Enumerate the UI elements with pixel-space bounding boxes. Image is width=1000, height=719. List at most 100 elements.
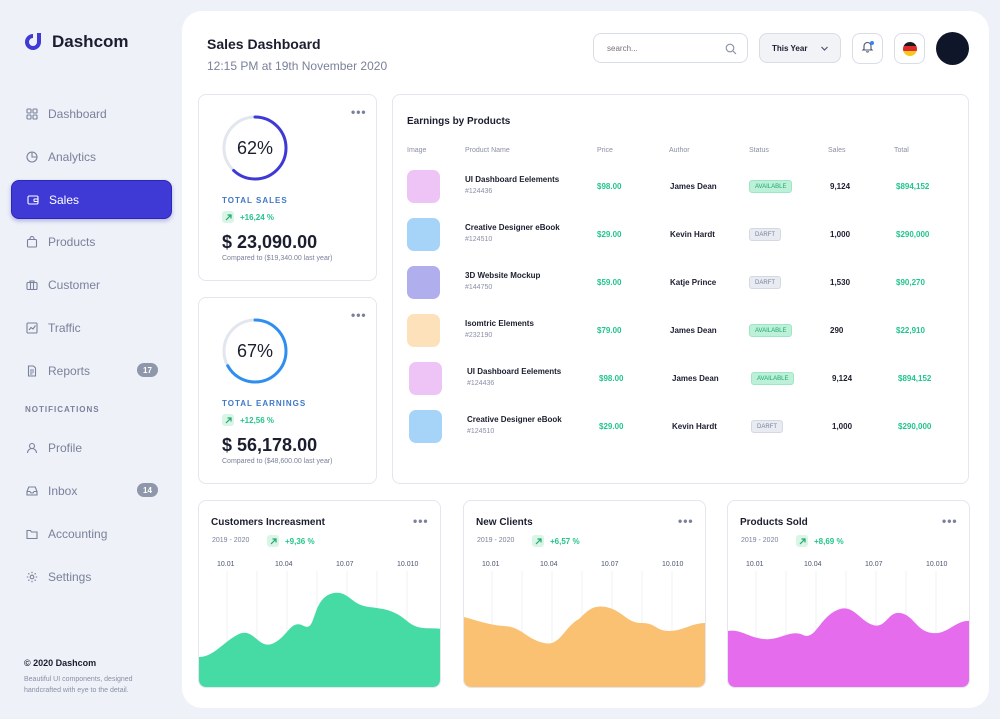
table-row[interactable]: Creative Designer eBook #124510 $29.00 Kevi… xyxy=(393,408,968,448)
table-row[interactable]: Isomtric Elements #232190 $79.00 James Dean… xyxy=(393,312,968,352)
sidebar-item-profile[interactable]: Profile xyxy=(11,428,172,467)
product-thumbnail xyxy=(407,218,440,251)
total-earnings-change: +12,56 % xyxy=(222,414,274,426)
sidebar-item-label: Sales xyxy=(49,192,80,207)
product-thumbnail xyxy=(409,362,442,395)
table-row[interactable]: UI Dashboard Eelements #124436 $98.00 James… xyxy=(393,168,968,208)
column-header-product-name: Product Name xyxy=(465,147,510,154)
customers-increasment-chart: Customers Increasment ••• 2019 - 2020 +9… xyxy=(198,500,441,688)
product-author: Kevin Hardt xyxy=(670,230,715,239)
x-tick-label: 10.07 xyxy=(865,561,883,568)
more-options-icon[interactable]: ••• xyxy=(351,105,367,119)
reports-count-badge: 17 xyxy=(137,363,158,377)
arrow-up-right-icon xyxy=(532,535,544,547)
period-select[interactable]: This Year xyxy=(759,33,841,63)
x-tick-label: 10.01 xyxy=(217,561,235,568)
search-icon[interactable] xyxy=(725,42,737,60)
grid-icon xyxy=(25,107,39,121)
more-options-icon[interactable]: ••• xyxy=(678,514,694,528)
product-name[interactable]: Isomtric Elements xyxy=(465,319,534,328)
x-tick-label: 10.01 xyxy=(746,561,764,568)
logo-icon xyxy=(22,31,44,53)
total-sales-card: ••• 62% TOTAL SALES +16,24 % $ 23,090.00… xyxy=(198,94,377,281)
sidebar-item-traffic[interactable]: Traffic xyxy=(11,308,172,347)
sidebar-item-label: Traffic xyxy=(48,320,81,335)
table-row[interactable]: Creative Designer eBook #124510 $29.00 Kevi… xyxy=(393,216,968,256)
chart-period: 2019 - 2020 xyxy=(212,537,250,544)
column-header-image: Image xyxy=(407,147,427,154)
product-sales: 1,000 xyxy=(830,230,851,239)
search-input[interactable] xyxy=(607,43,717,53)
line-chart-icon xyxy=(25,321,39,335)
main-panel: Sales Dashboard 12:15 PM at 19th Novembe… xyxy=(182,11,989,708)
products-sold-chart: Products Sold ••• 2019 - 2020 +8,69 % 10… xyxy=(727,500,970,688)
earnings-by-products-card: Earnings by Products Image Product Name … xyxy=(392,94,969,484)
sidebar-item-customer[interactable]: Customer xyxy=(11,265,172,304)
product-sales: 290 xyxy=(830,326,844,335)
bag-icon xyxy=(25,235,39,249)
chart-title: Products Sold xyxy=(740,517,808,528)
area-fill xyxy=(464,606,705,687)
product-id: #124436 xyxy=(467,380,495,387)
sidebar-item-dashboard[interactable]: Dashboard xyxy=(11,94,172,133)
avatar[interactable] xyxy=(936,32,969,65)
sidebar-item-settings[interactable]: Settings xyxy=(11,557,172,596)
product-id: #144750 xyxy=(465,284,493,291)
more-options-icon[interactable]: ••• xyxy=(413,514,429,528)
sidebar-item-inbox[interactable]: Inbox 14 xyxy=(11,471,172,510)
chevron-down-icon xyxy=(820,44,829,55)
product-thumbnail xyxy=(407,266,440,299)
sidebar-item-label: Customer xyxy=(48,277,101,292)
product-price: $59.00 xyxy=(597,278,622,287)
product-name[interactable]: UI Dashboard Eelements xyxy=(465,175,560,184)
product-thumbnail xyxy=(409,410,442,443)
chart-title: Customers Increasment xyxy=(211,517,325,528)
product-author: Kevin Hardt xyxy=(672,422,717,431)
total-earnings-card: ••• 67% TOTAL EARNINGS +12,56 % $ 56,178… xyxy=(198,297,377,484)
notifications-section-label: NOTIFICATIONS xyxy=(25,405,100,414)
area-fill xyxy=(728,608,969,687)
sidebar-item-products[interactable]: Products xyxy=(11,222,172,261)
column-header-price: Price xyxy=(597,147,613,154)
search-box[interactable] xyxy=(593,33,748,63)
sidebar-item-sales[interactable]: Sales xyxy=(11,180,172,219)
x-tick-label: 10.07 xyxy=(601,561,619,568)
period-select-value: This Year xyxy=(772,43,808,53)
product-sales: 9,124 xyxy=(830,182,851,191)
x-tick-label: 10.010 xyxy=(926,561,948,568)
arrow-up-right-icon xyxy=(222,211,234,223)
document-icon xyxy=(25,364,39,378)
product-name[interactable]: 3D Website Mockup xyxy=(465,271,541,280)
product-thumbnail xyxy=(407,170,440,203)
inbox-icon xyxy=(25,484,39,498)
notifications-button[interactable] xyxy=(852,33,883,64)
sidebar-item-label: Reports xyxy=(48,363,91,378)
sidebar-item-reports[interactable]: Reports 17 xyxy=(11,351,172,390)
sidebar-item-accounting[interactable]: Accounting xyxy=(11,514,172,553)
total-earnings-label: TOTAL EARNINGS xyxy=(222,399,307,408)
sidebar-item-label: Products xyxy=(48,234,96,249)
product-id: #124510 xyxy=(465,236,493,243)
more-options-icon[interactable]: ••• xyxy=(351,308,367,322)
chart-change: +8,69 % xyxy=(796,535,844,547)
logo[interactable]: Dashcom xyxy=(22,31,129,53)
product-author: James Dean xyxy=(670,182,717,191)
table-row[interactable]: UI Dashboard Eelements #124436 $98.00 James… xyxy=(393,360,968,400)
product-sales: 9,124 xyxy=(832,374,853,383)
product-sales: 1,000 xyxy=(832,422,853,431)
product-author: James Dean xyxy=(672,374,719,383)
total-earnings-compare: Compared to ($48,600.00 last year) xyxy=(222,458,333,465)
german-flag-icon xyxy=(902,41,917,56)
sidebar-item-label: Inbox xyxy=(48,483,78,498)
more-options-icon[interactable]: ••• xyxy=(942,514,958,528)
sidebar-item-label: Dashboard xyxy=(48,106,107,121)
product-total: $90,270 xyxy=(896,278,925,287)
total-earnings-percent: 67% xyxy=(236,340,274,361)
product-name[interactable]: Creative Designer eBook xyxy=(465,223,560,232)
product-name[interactable]: UI Dashboard Eelements xyxy=(467,367,562,376)
product-name[interactable]: Creative Designer eBook xyxy=(467,415,562,424)
sidebar-item-analytics[interactable]: Analytics xyxy=(11,137,172,176)
product-thumbnail xyxy=(407,314,440,347)
table-row[interactable]: 3D Website Mockup #144750 $59.00 Katje Prin… xyxy=(393,264,968,304)
language-button[interactable] xyxy=(894,33,925,64)
